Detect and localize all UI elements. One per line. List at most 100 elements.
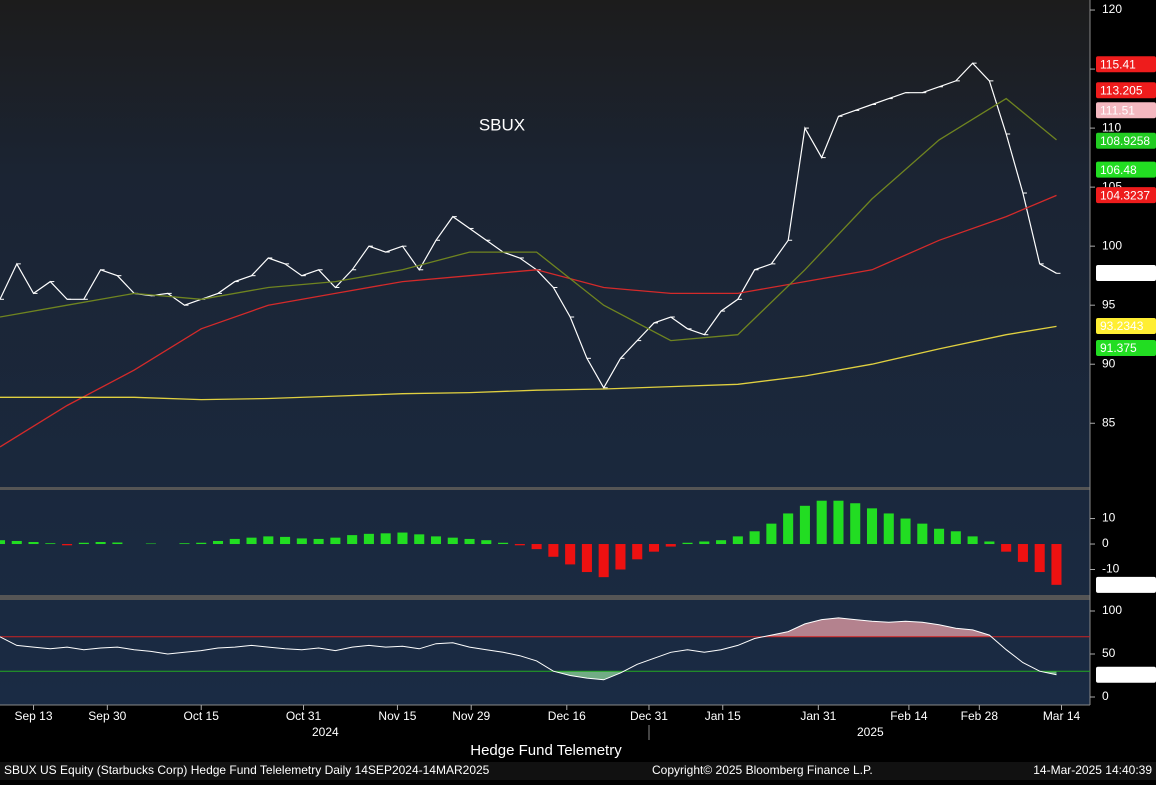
ticker-label: SBUX [479, 115, 525, 134]
y-tick-label: 0 [1102, 689, 1109, 703]
histogram-bar [749, 531, 760, 545]
x-tick-label: Oct 15 [184, 709, 220, 723]
histogram-bar [598, 544, 609, 578]
y-tick-label: 100 [1102, 238, 1122, 252]
histogram-bar [934, 528, 945, 545]
price-tag-label: 104.3237 [1100, 188, 1150, 202]
panel-divider [0, 595, 1090, 600]
histogram-bar [699, 541, 710, 545]
x-tick-label: Sep 13 [15, 709, 53, 723]
histogram-bar [313, 538, 324, 545]
price-tag [1096, 576, 1156, 593]
footer-center: Copyright© 2025 Bloomberg Finance L.P. [652, 763, 873, 777]
price-tag [1096, 161, 1156, 178]
histogram-bar [263, 536, 274, 545]
price-tag-label: 97.73 [1100, 266, 1130, 280]
histogram-bar [363, 533, 374, 545]
histogram-bar [615, 544, 626, 570]
x-tick-label: Sep 30 [88, 709, 126, 723]
histogram-bar [0, 540, 6, 545]
histogram-bar [464, 538, 475, 545]
histogram-bar [45, 543, 56, 545]
histogram-bar [984, 541, 995, 545]
histogram-bar [1017, 544, 1028, 562]
histogram-bar [330, 537, 341, 545]
y-tick-label: -10 [1102, 562, 1120, 576]
histogram-bar [1034, 544, 1045, 573]
histogram-bar [430, 536, 442, 545]
histogram-bar [296, 538, 307, 545]
x-tick-label: Dec 16 [548, 709, 586, 723]
price-tag [1096, 339, 1156, 356]
price-tag [1096, 132, 1156, 149]
histogram-bar [665, 544, 676, 547]
histogram-bar [62, 544, 73, 546]
histogram-bar [212, 540, 224, 545]
x-tick-label: Jan 15 [705, 709, 741, 723]
histogram-bar [481, 540, 492, 545]
histogram-bar [648, 544, 660, 552]
histogram-bar [850, 503, 861, 545]
histogram-bar [766, 523, 777, 545]
y-tick-label: 120 [1102, 2, 1122, 16]
histogram-bar [883, 513, 894, 545]
y-tick-label: 0 [1102, 536, 1109, 550]
x-axis-title: Hedge Fund Telemetry [470, 742, 622, 759]
y-tick-label: 50 [1102, 646, 1116, 660]
indicator-line [0, 617, 1057, 681]
x-tick-label: Nov 29 [452, 709, 490, 723]
price-tag-label: -16.0136 [1100, 578, 1148, 592]
price-tag [1096, 102, 1156, 119]
price-tag-label: 25.9132 [1100, 668, 1144, 682]
histogram-bar [967, 536, 978, 545]
histogram-bar [179, 543, 190, 545]
y-tick-label: 85 [1102, 415, 1116, 429]
histogram-bar [514, 544, 525, 546]
price-tag-label: 108.9258 [1100, 134, 1150, 148]
y-tick-label: 100 [1102, 603, 1122, 617]
histogram-bar [548, 544, 559, 557]
histogram-bar [866, 508, 878, 545]
histogram-bar [1051, 544, 1062, 585]
price-tag-label: 93.2343 [1100, 319, 1144, 333]
panel-divider [0, 487, 1090, 490]
y-tick-label: 10 [1102, 511, 1116, 525]
histogram-bar [347, 535, 358, 545]
histogram-bar [799, 505, 810, 545]
histogram-bar [280, 536, 291, 545]
price-tag-label: 111.51 [1100, 103, 1135, 117]
price-tag-label: 106.48 [1100, 163, 1137, 177]
histogram-bar [380, 533, 391, 545]
price-tag [1096, 264, 1156, 281]
footer-right: 14-Mar-2025 14:40:39 [1033, 763, 1152, 777]
price-tag [1096, 666, 1156, 683]
histogram-bar [833, 500, 844, 545]
histogram-bar [196, 542, 207, 545]
price-tag [1096, 56, 1156, 73]
footer-bar [0, 762, 1156, 780]
y-tick-label: 95 [1102, 297, 1116, 311]
price-line [0, 97, 1057, 342]
price-line [0, 325, 1057, 401]
histogram-bar [581, 544, 592, 573]
price-tag [1096, 187, 1156, 204]
y-tick-label: 110 [1102, 120, 1121, 134]
price-line [0, 62, 1057, 390]
histogram-bar [78, 542, 89, 545]
price-tag [1096, 318, 1156, 335]
histogram-bar [447, 537, 458, 545]
footer-left: SBUX US Equity (Starbucks Corp) Hedge Fu… [4, 763, 490, 777]
histogram-bar [900, 518, 911, 545]
histogram-bar [732, 536, 743, 545]
histogram-bar [1001, 544, 1012, 552]
x-tick-label: Nov 15 [378, 709, 416, 723]
price-tag-label: 113.205 [1100, 83, 1143, 97]
histogram-bar [145, 543, 156, 545]
histogram-bar [414, 534, 425, 545]
histogram-bar [565, 544, 576, 565]
x-tick-label: Dec 31 [630, 709, 668, 723]
histogram-bar [28, 541, 39, 545]
x-tick-label: Feb 28 [961, 709, 999, 723]
histogram-bar [11, 540, 22, 545]
